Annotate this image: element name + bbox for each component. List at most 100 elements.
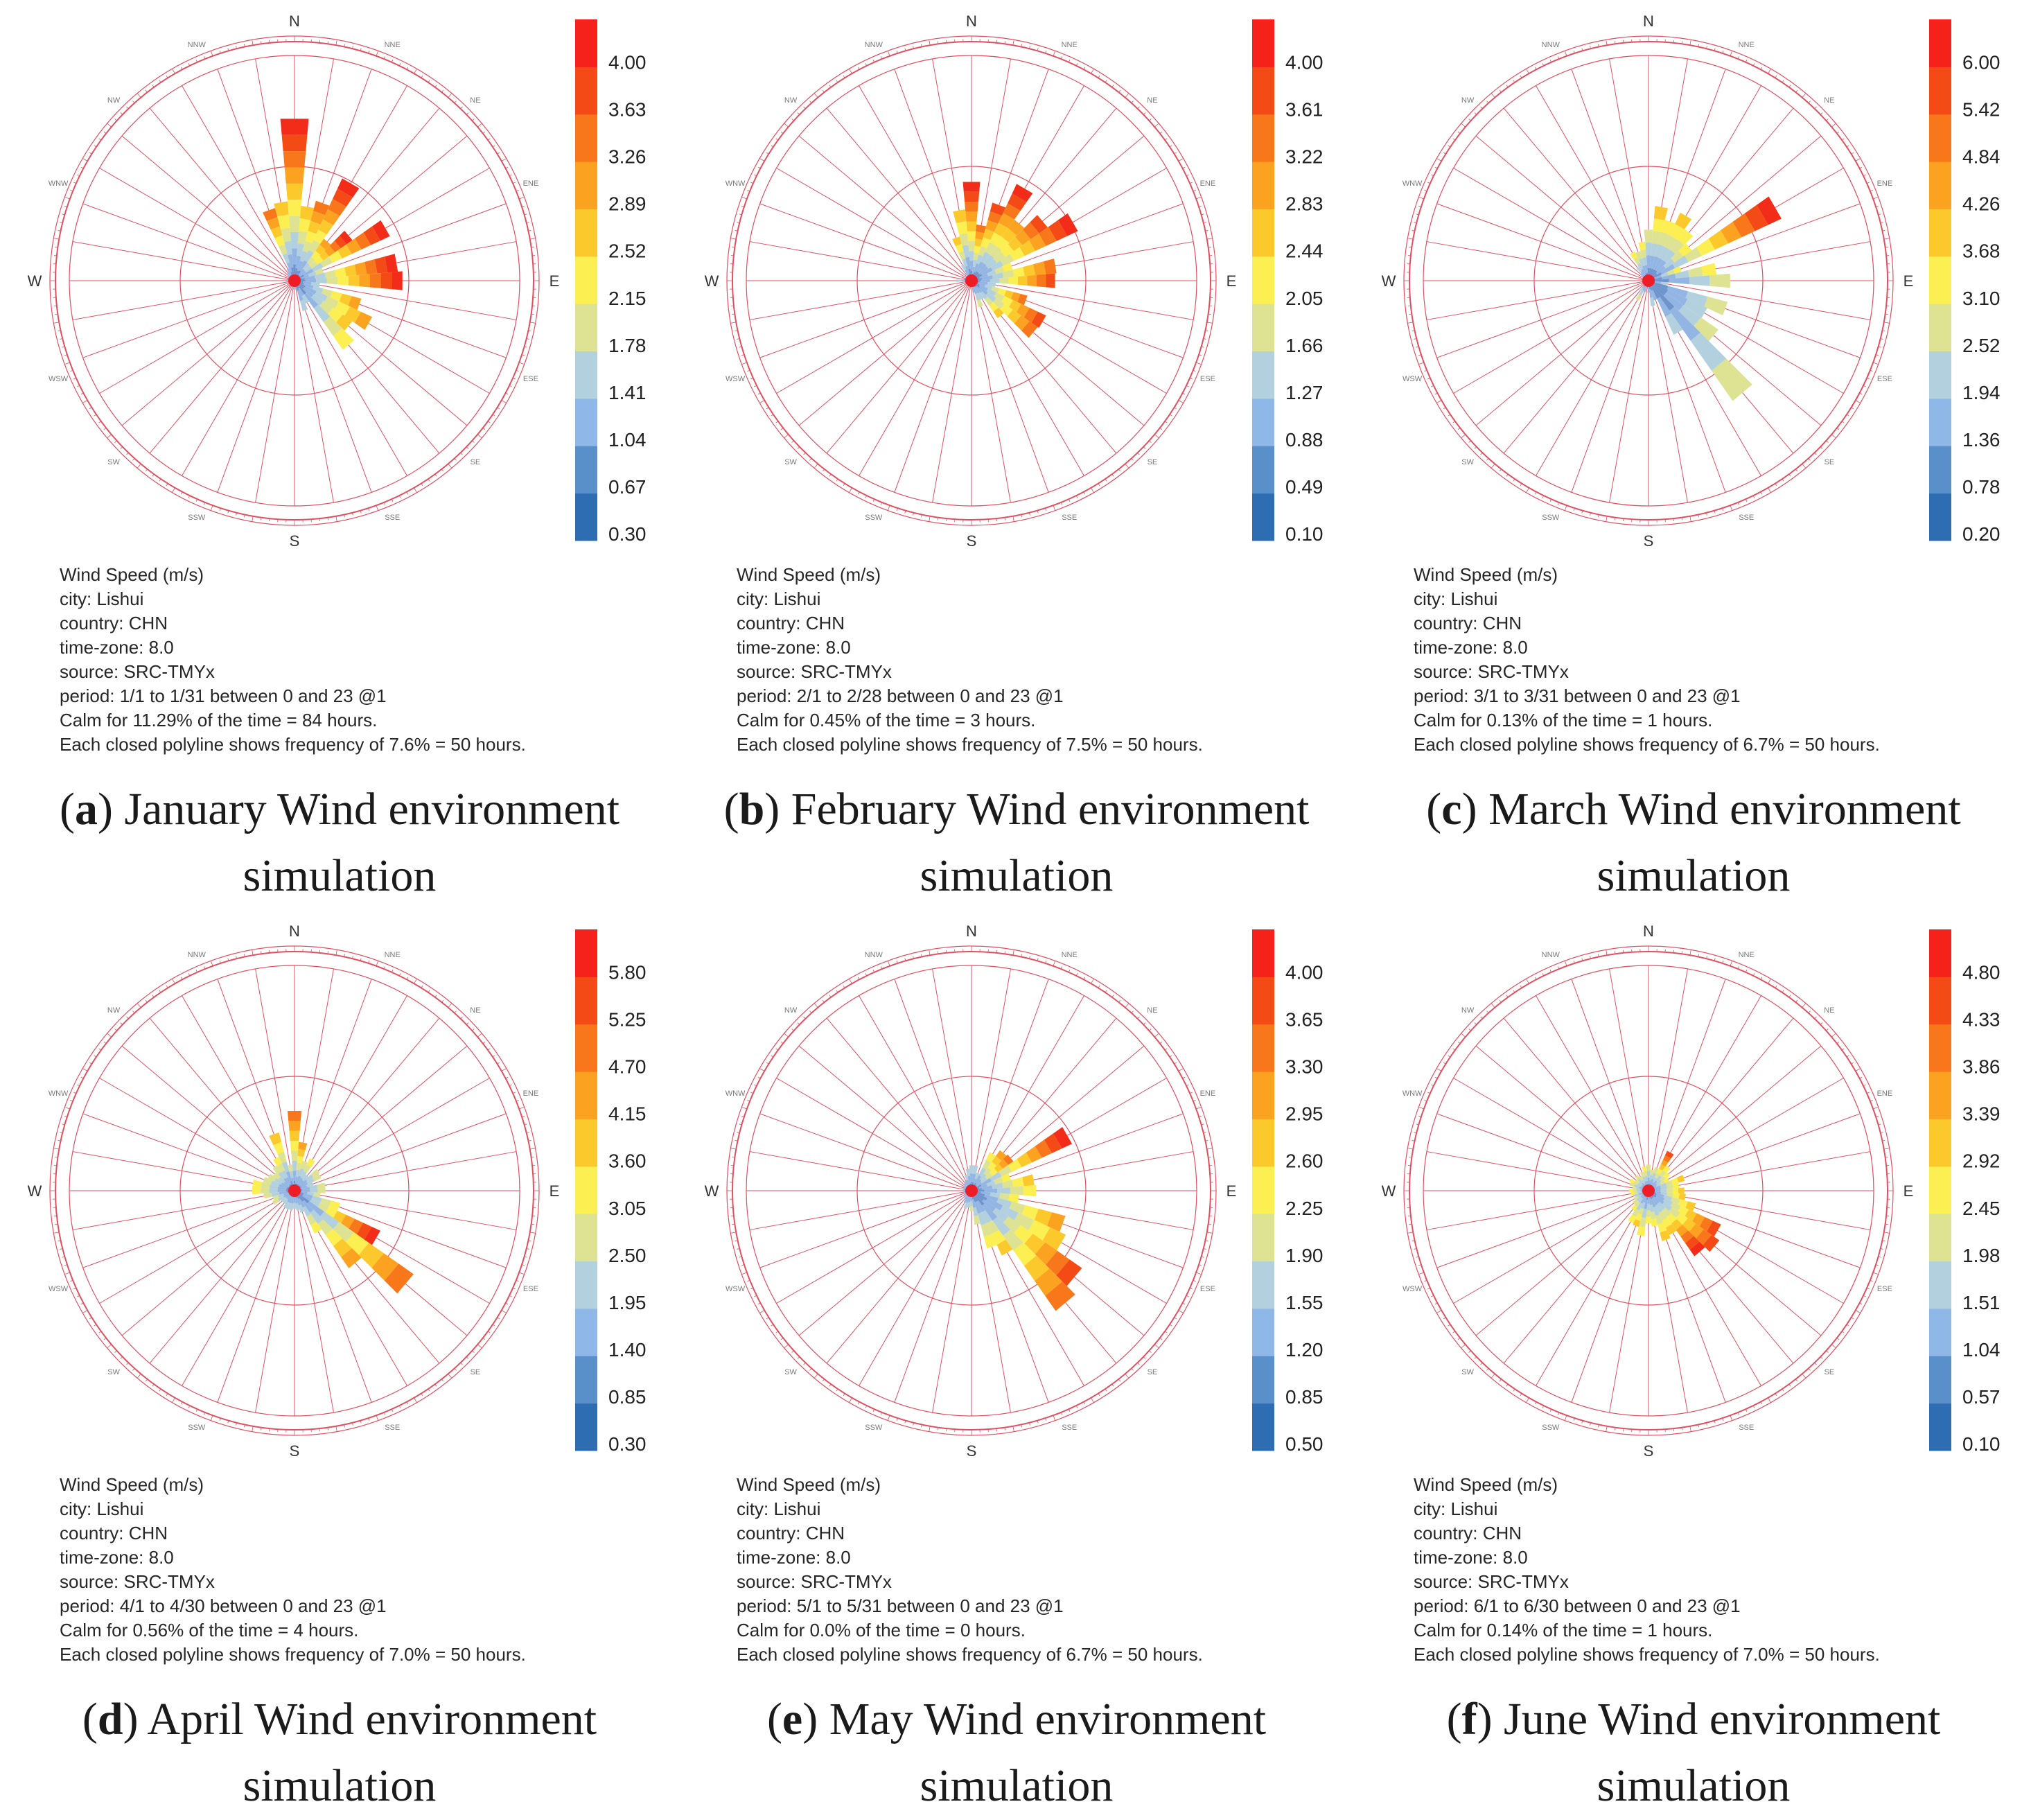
wind-bar-segment [1648, 1180, 1651, 1186]
frame-tick [159, 80, 161, 83]
wind-bar [971, 281, 1046, 329]
frame-tick [145, 1379, 148, 1382]
frame-tick [120, 1022, 123, 1025]
wind-bar-segment [992, 1207, 1009, 1223]
legend-swatch [1252, 1214, 1274, 1262]
frame-tick [741, 362, 747, 365]
wind-bar-segment [976, 299, 983, 308]
radial-spoke [1475, 1045, 1649, 1191]
frame-tick [1870, 369, 1873, 372]
wind-bar-segment [1643, 1196, 1647, 1203]
wind-bar-segment [1644, 1199, 1648, 1209]
frame-tick [1752, 63, 1755, 67]
frame-tick [460, 1362, 463, 1365]
wind-bar-segment [973, 1165, 978, 1175]
wind-bar-segment [1662, 1201, 1673, 1211]
wind-bar-segment [1660, 1182, 1667, 1188]
frame-tick [137, 1374, 141, 1379]
frame-tick [1549, 1409, 1552, 1412]
wind-bar-segment [990, 1192, 1001, 1198]
direction-label: E [549, 272, 560, 290]
wind-bar-segment [286, 1194, 292, 1200]
frame-tick [529, 238, 536, 240]
wind-bar-segment [964, 1182, 969, 1187]
wind-bar-segment [1026, 1146, 1042, 1163]
wind-bar-segment [277, 1189, 286, 1193]
frame-tick [1883, 1148, 1890, 1150]
direction-label: NNW [188, 41, 206, 49]
frame-tick [741, 196, 747, 200]
frame-tick [1802, 1003, 1806, 1008]
frame-tick [166, 985, 168, 988]
wind-bar-segment [284, 240, 292, 255]
wind-bar-segment [1712, 358, 1752, 401]
legend-swatch [1252, 446, 1274, 494]
frame-tick [1206, 322, 1213, 324]
panel-caption: (b) February Wind environment simulation [723, 784, 1310, 901]
direction-label: SE [471, 1368, 481, 1376]
frame-tick [1068, 1409, 1071, 1412]
wind-bar-segment [1685, 1236, 1700, 1250]
radial-spoke [971, 979, 1049, 1191]
frame-tick [1520, 1393, 1522, 1397]
wind-bar [294, 220, 390, 281]
legend-tick-label: 6.00 [1962, 52, 2001, 73]
wind-bar [1644, 229, 1653, 281]
frame-tick [1826, 440, 1829, 443]
frame-tick [843, 985, 845, 988]
radial-spoke [971, 1190, 1011, 1413]
wind-bar [1648, 1182, 1680, 1191]
direction-label: NNW [1542, 951, 1560, 959]
frame-tick [1198, 1264, 1202, 1266]
info-city: city: Lishui [60, 588, 144, 609]
legend-swatch [1252, 19, 1274, 67]
wind-bar-segment [990, 278, 1000, 283]
frame-tick [1203, 1132, 1206, 1133]
radial-spoke [294, 280, 407, 476]
frame-tick [120, 112, 123, 115]
wind-bar-segment [286, 268, 292, 275]
wind-bar-segment [339, 230, 353, 245]
frame-tick [1098, 985, 1100, 988]
frame-tick [1867, 1287, 1870, 1290]
wind-bar [971, 224, 987, 281]
wind-bar-segment [325, 1229, 343, 1246]
frame-tick [872, 970, 875, 972]
frame-tick [1205, 1140, 1208, 1141]
direction-label: NNE [1739, 951, 1755, 959]
wind-bar [971, 1150, 1007, 1191]
wind-bar-segment [1659, 1170, 1667, 1178]
frame-tick [145, 469, 148, 472]
frame-tick [344, 954, 345, 957]
frame-tick [1427, 1092, 1430, 1094]
frame-tick [1196, 196, 1202, 200]
frame-tick [1407, 322, 1414, 324]
wind-bar-segment [279, 1191, 288, 1195]
frame-tick [754, 1084, 757, 1087]
frame-tick [1855, 1310, 1861, 1313]
frame-tick [775, 1331, 779, 1333]
frame-tick [803, 106, 806, 110]
wind-bar-segment [1639, 1175, 1644, 1181]
frame-tick [1820, 1022, 1823, 1025]
wind-bar-segment [313, 304, 331, 322]
wind-bar-segment [1015, 229, 1031, 245]
direction-label: SSW [1542, 1424, 1560, 1432]
wind-bar-segment [346, 238, 362, 254]
info-city: city: Lishui [737, 588, 821, 609]
wind-bar-segment [1002, 1180, 1014, 1189]
wind-bar-segment [1644, 229, 1653, 243]
wind-bar-segment [320, 1211, 340, 1230]
wind-bar-segment [283, 1193, 290, 1198]
wind-bar-segment [1699, 1216, 1714, 1232]
wind-bar-segment [999, 277, 1009, 284]
calm-center-dot [965, 1184, 978, 1197]
frame-tick [754, 1295, 757, 1297]
radial-spoke [859, 85, 972, 281]
frame-tick [1118, 999, 1121, 1003]
wind-bar-segment [277, 214, 290, 229]
frame-tick [236, 956, 237, 959]
frame-tick [1091, 487, 1094, 493]
wind-bar [971, 1191, 1066, 1232]
frame-tick [528, 1140, 531, 1141]
